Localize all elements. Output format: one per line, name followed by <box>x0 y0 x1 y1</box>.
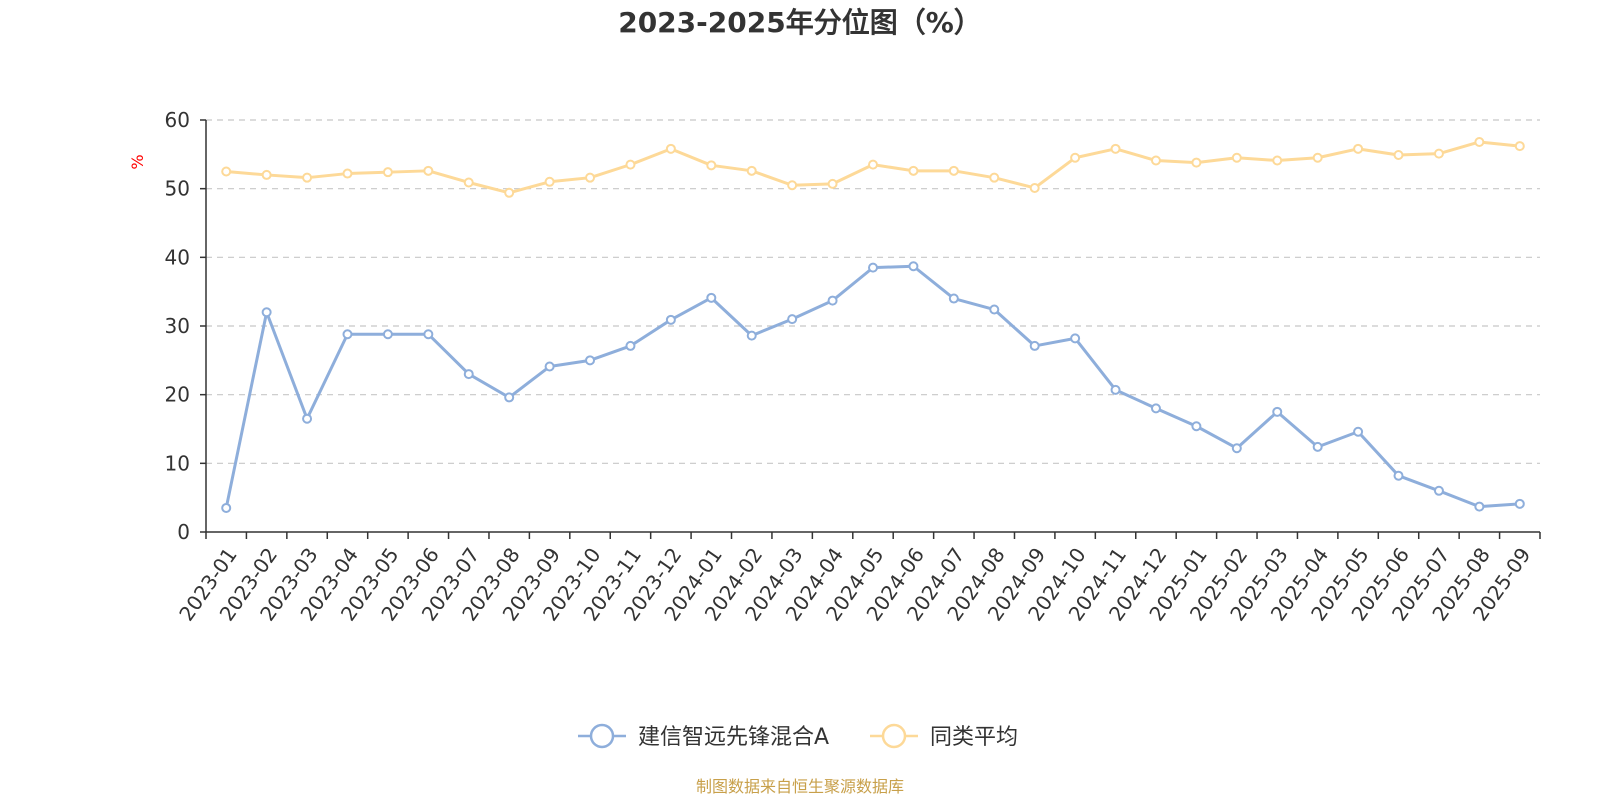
data-source-note: 制图数据来自恒生聚源数据库 <box>696 777 904 796</box>
series-1-point[interactable] <box>544 176 555 187</box>
series-1-point[interactable] <box>746 165 757 176</box>
series-0-point[interactable] <box>1110 384 1121 395</box>
series-1-point[interactable] <box>787 180 798 191</box>
series-0-point[interactable] <box>908 261 919 272</box>
series-1-point[interactable] <box>625 159 636 170</box>
series-1-point[interactable] <box>665 143 676 154</box>
y-tick-label: 20 <box>165 383 190 407</box>
series-0-point[interactable] <box>1312 441 1323 452</box>
series-1-point[interactable] <box>382 167 393 178</box>
series-0-point[interactable] <box>1070 333 1081 344</box>
series-1-point[interactable] <box>1231 152 1242 163</box>
series-0-point[interactable] <box>423 329 434 340</box>
series-1-point[interactable] <box>827 178 838 189</box>
series-0-point[interactable] <box>261 307 272 318</box>
series-0-point[interactable] <box>1272 406 1283 417</box>
legend-label: 建信智远先锋混合A <box>638 725 829 750</box>
series-0-point[interactable] <box>1231 443 1242 454</box>
series-1-point[interactable] <box>1191 157 1202 168</box>
series-1-point[interactable] <box>302 172 313 183</box>
chart-title: 2023-2025年分位图（%） <box>618 6 982 39</box>
y-tick-label: 30 <box>165 314 190 338</box>
series-0-point[interactable] <box>1191 421 1202 432</box>
series-1-point[interactable] <box>1353 143 1364 154</box>
series-1-point[interactable] <box>585 172 596 183</box>
series-0-point[interactable] <box>544 361 555 372</box>
series-1-point[interactable] <box>908 165 919 176</box>
series-1-point[interactable] <box>504 187 515 198</box>
series-0-point[interactable] <box>1029 340 1040 351</box>
series-line-0[interactable] <box>224 264 1520 509</box>
series-layer <box>221 136 1525 513</box>
series-0-point[interactable] <box>1514 498 1525 509</box>
y-tick-label: 0 <box>177 520 190 544</box>
axes: 01020304050602023-012023-022023-032023-0… <box>165 108 1541 625</box>
series-1-point[interactable] <box>706 160 717 171</box>
series-0-point[interactable] <box>1474 501 1485 512</box>
series-1-point[interactable] <box>948 165 959 176</box>
grid-lines <box>206 119 1540 464</box>
series-0-point[interactable] <box>1353 426 1364 437</box>
series-1-point[interactable] <box>261 169 272 180</box>
series-0-point[interactable] <box>787 314 798 325</box>
legend[interactable]: 建信智远先锋混合A 同类平均 <box>578 723 1018 750</box>
series-0-point[interactable] <box>1150 403 1161 414</box>
series-0-point[interactable] <box>827 295 838 306</box>
series-1-point[interactable] <box>342 168 353 179</box>
legend-marker-icon <box>589 723 615 749</box>
series-1-point[interactable] <box>1150 155 1161 166</box>
series-0-point[interactable] <box>302 413 313 424</box>
series-1-point[interactable] <box>1514 141 1525 152</box>
series-1-point[interactable] <box>989 172 1000 183</box>
series-0-point[interactable] <box>342 329 353 340</box>
series-0-point[interactable] <box>948 293 959 304</box>
series-0-point[interactable] <box>585 355 596 366</box>
series-0-point[interactable] <box>504 392 515 403</box>
legend-item-0[interactable]: 建信智远先锋混合A <box>578 723 829 750</box>
series-1-point[interactable] <box>1312 152 1323 163</box>
series-0-point[interactable] <box>1393 470 1404 481</box>
series-0-point[interactable] <box>625 340 636 351</box>
series-1-point[interactable] <box>1474 136 1485 147</box>
series-1-point[interactable] <box>423 165 434 176</box>
series-1-point[interactable] <box>868 159 878 170</box>
y-tick-label: 50 <box>165 177 190 201</box>
series-1-point[interactable] <box>1029 182 1040 193</box>
series-0-point[interactable] <box>665 314 676 325</box>
legend-label: 同类平均 <box>930 725 1018 750</box>
series-0-point[interactable] <box>1433 485 1444 496</box>
y-tick-label: 10 <box>165 451 190 475</box>
series-0-point[interactable] <box>706 292 717 303</box>
series-0-point[interactable] <box>463 369 474 380</box>
series-0-point[interactable] <box>868 262 878 273</box>
legend-marker-icon <box>881 723 907 749</box>
series-0-point[interactable] <box>221 502 232 513</box>
y-axis-unit-label: % <box>128 154 147 169</box>
series-1-point[interactable] <box>1433 148 1444 159</box>
series-0-point[interactable] <box>746 330 757 341</box>
series-1-point[interactable] <box>1110 143 1121 154</box>
series-1-point[interactable] <box>1272 155 1283 166</box>
series-1-point[interactable] <box>1070 152 1081 163</box>
series-1-point[interactable] <box>221 166 232 177</box>
y-tick-label: 60 <box>165 108 190 132</box>
legend-item-1[interactable]: 同类平均 <box>870 723 1018 750</box>
series-0-point[interactable] <box>382 329 393 340</box>
y-tick-label: 40 <box>165 245 190 269</box>
series-1-point[interactable] <box>463 177 474 188</box>
series-1-point[interactable] <box>1393 150 1404 161</box>
series-0-point[interactable] <box>989 304 1000 315</box>
